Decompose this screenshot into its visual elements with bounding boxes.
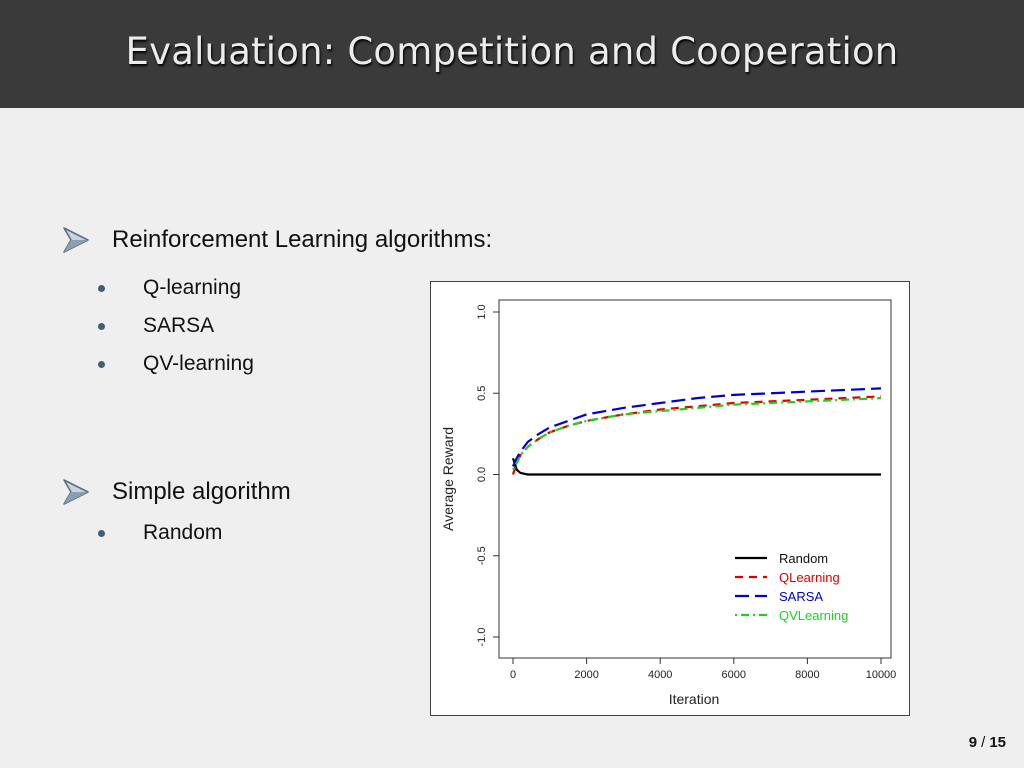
arrowhead-bullet-icon (63, 479, 89, 505)
arrowhead-bullet-icon (63, 227, 89, 253)
sub-bullet-sarsa: SARSA (94, 314, 214, 338)
legend-label: Random (779, 551, 828, 566)
series-line-random (511, 457, 881, 476)
plot-frame (498, 299, 892, 659)
series-line-qlearning (511, 395, 882, 475)
sub-bullet-text: Q-learning (143, 276, 242, 299)
page-current: 9 (968, 734, 978, 751)
slide-title: Evaluation: Competition and Cooperation (125, 30, 899, 73)
y-tick-label: 1.0 (476, 304, 488, 319)
y-tick-label: -0.5 (476, 546, 488, 565)
x-tick-label: 2000 (574, 669, 598, 681)
bullet-text: Simple algorithm (112, 478, 291, 505)
page-counter: 9/15 (969, 734, 1006, 751)
legend-label: QLearning (779, 570, 840, 585)
page-separator: / (981, 734, 986, 751)
sub-bullet-q-learning: Q-learning (94, 276, 241, 300)
bullet-rl-algorithms: Reinforcement Learning algorithms: (62, 226, 492, 254)
sub-bullet-text: QV-learning (143, 352, 254, 375)
x-axis-label: Iteration (669, 691, 720, 707)
reward-chart-figure: 0 2000 4000 6000 8000 10000 -1.0 -0.5 0.0 0.5 1.0 I… (430, 281, 910, 716)
legend-label: SARSA (779, 589, 823, 604)
series-line-qvlearning (512, 397, 882, 471)
bullet-text: Reinforcement Learning algorithms: (112, 226, 493, 253)
bullet-dot-icon (98, 322, 105, 330)
slide-header: Evaluation: Competition and Cooperation (0, 0, 1024, 108)
x-tick-label: 0 (510, 669, 516, 681)
legend-label: QVLearning (779, 608, 848, 623)
reward-chart: 0 2000 4000 6000 8000 10000 -1.0 -0.5 0.0 0.5 1.0 I… (440, 299, 897, 707)
x-tick-label: 4000 (648, 669, 672, 681)
sub-bullet-qv-learning: QV-learning (94, 352, 254, 376)
bullet-dot-icon (98, 360, 105, 368)
x-tick-label: 8000 (795, 669, 819, 681)
bullet-dot-icon (98, 529, 105, 537)
y-tick-label: 0.0 (476, 467, 488, 482)
page-total: 15 (989, 734, 1006, 751)
y-tick-label: 0.5 (476, 386, 488, 401)
bullet-dot-icon (98, 284, 105, 292)
sub-bullet-text: Random (143, 521, 223, 544)
sub-bullet-random: Random (94, 521, 222, 545)
sub-bullet-text: SARSA (143, 314, 215, 337)
series-line-sarsa (511, 387, 882, 467)
y-tick-label: -1.0 (476, 628, 488, 647)
y-axis-label: Average Reward (440, 427, 456, 531)
x-tick-label: 10000 (866, 669, 897, 681)
bullet-simple-algorithm: Simple algorithm (62, 478, 291, 506)
x-tick-label: 6000 (722, 669, 746, 681)
